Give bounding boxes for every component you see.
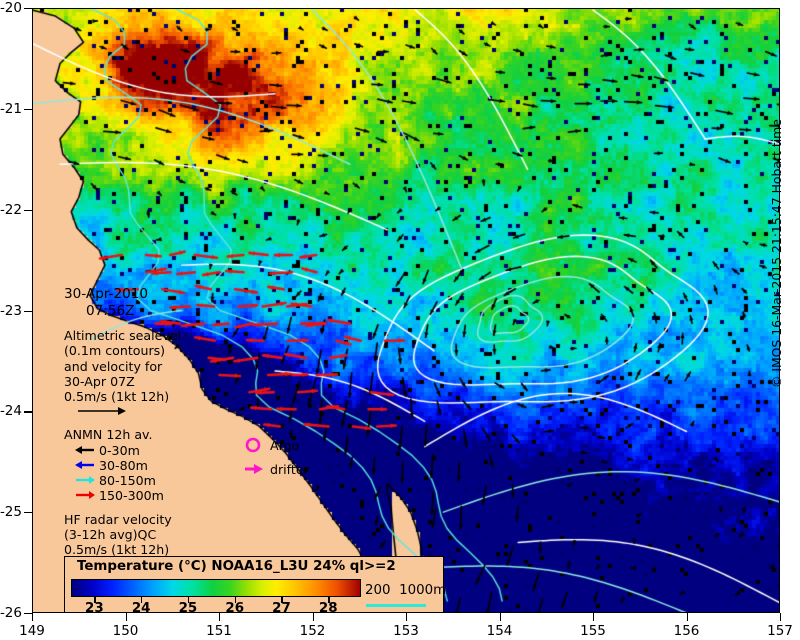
drifter-arrow-icon	[242, 460, 268, 478]
anmn-legend-item-1: 30-80m	[74, 458, 249, 473]
x-axis-label: 150	[112, 623, 139, 639]
temperature-colorbar	[71, 579, 361, 597]
marker-legend-label-argo: Argo	[270, 437, 300, 453]
y-axis-tick	[24, 209, 32, 211]
colorbar-title: Temperature (°C) NOAA16_L3U 24% ql>=2	[77, 559, 396, 574]
marker-legend-item-drifter: drifter	[242, 457, 309, 481]
anmn-legend-label-1: 30-80m	[99, 457, 148, 473]
annotation-description: Altimetric sealevel (0.1m contours) and …	[64, 328, 182, 405]
y-axis-label: -26	[0, 605, 22, 621]
y-axis-label: -22	[0, 201, 22, 218]
x-axis-tick	[593, 613, 595, 621]
hfradar-legend-line2: (3-12h avg)QC	[64, 527, 157, 543]
anmn-arrow-0-30m-icon	[74, 444, 96, 456]
x-axis-label: 155	[580, 623, 606, 639]
anmn-legend-label-3: 150-300m	[99, 487, 164, 503]
annotation-date-line2: 07:56Z	[86, 303, 135, 319]
y-axis-tick	[24, 108, 32, 111]
y-axis-tick	[24, 411, 32, 413]
colorbar-tick	[281, 597, 283, 603]
y-axis-label: -20	[0, 0, 22, 16]
anmn-legend-label-0: 0-30m	[99, 442, 140, 458]
x-axis-label: 156	[673, 623, 700, 639]
colorbar-tick-label: 25	[178, 601, 198, 613]
colorbar-tick-label: 24	[131, 601, 151, 613]
colorbar-tick	[94, 597, 96, 603]
y-axis-tick	[24, 8, 32, 10]
annotation-date-line1: 30-Apr-2010	[64, 286, 149, 302]
x-axis-label: 149	[19, 623, 45, 639]
anmn-arrow-30-80m-icon	[74, 459, 96, 471]
x-axis-tick	[499, 613, 501, 621]
anmn-legend: ANMN 12h av. 0-30m	[64, 427, 249, 502]
y-axis-label: -21	[0, 100, 22, 117]
colorbar-tick	[141, 597, 143, 603]
y-axis-tick	[24, 613, 32, 615]
marker-legend-label-drifter: drifter	[270, 461, 309, 477]
colorbar-tick-label: 28	[318, 601, 338, 613]
hfradar-legend-title: HF radar velocity	[64, 511, 172, 527]
hfradar-legend: HF radar velocity (3-12h avg)QC 0.5m/s (…	[64, 511, 249, 573]
hfradar-legend-line3: 0.5m/s (1kt 12h)	[64, 542, 170, 558]
annotation-block: 30-Apr-2010 07:56Z Altimetric sealevel (…	[64, 286, 249, 573]
x-axis-tick	[406, 613, 408, 621]
anmn-legend-item-2: 80-150m	[74, 473, 249, 488]
x-axis-tick	[312, 613, 314, 621]
y-axis-label: -23	[0, 302, 22, 319]
colorbar-tick-label: 23	[85, 601, 104, 613]
map-plot-area[interactable]: 30-Apr-2010 07:56Z Altimetric sealevel (…	[32, 8, 780, 613]
x-axis-tick	[686, 613, 688, 621]
anmn-arrow-150-300m-icon	[74, 489, 96, 501]
anmn-arrow-80-150m-icon	[74, 474, 96, 486]
anmn-legend-title: ANMN 12h av.	[64, 427, 153, 443]
colorbar-tick	[328, 597, 330, 603]
vector-overlay-layer	[32, 8, 780, 613]
x-axis-label: 153	[393, 623, 419, 639]
x-axis-label: 152	[299, 623, 326, 639]
bathymetry-legend-line	[366, 604, 426, 607]
colorbar-tick	[187, 597, 190, 603]
x-axis-tick	[780, 613, 782, 621]
colorbar-tick-label: 26	[225, 601, 245, 613]
anmn-legend-item-3: 150-300m	[74, 488, 249, 503]
colorbar-tick	[234, 597, 236, 603]
marker-legend-item-argo: Argo	[242, 433, 309, 457]
x-axis-tick	[219, 613, 221, 621]
y-axis-label: -25	[0, 504, 22, 521]
y-axis-label: -24	[0, 403, 22, 420]
copyright-credit: © IMOS 16-Mar-2015 21:15:47 Hobart time	[769, 119, 784, 388]
x-axis-label: 151	[206, 623, 232, 639]
altimetry-scale-arrow	[76, 404, 249, 418]
x-axis-tick	[32, 613, 34, 621]
marker-legend: Argo drifter	[242, 433, 309, 481]
argo-circle-icon	[242, 436, 268, 454]
anmn-legend-item-0: 0-30m	[74, 443, 249, 458]
x-axis-tick	[125, 613, 127, 621]
colorbar-panel: Temperature (°C) NOAA16_L3U 24% ql>=2 23…	[64, 556, 447, 613]
colorbar-tick-label: 27	[272, 601, 291, 613]
y-axis-tick	[24, 512, 32, 514]
y-axis-tick	[24, 310, 32, 312]
bathymetry-legend-label: 200 1000m	[365, 583, 447, 598]
anmn-legend-label-2: 80-150m	[99, 472, 156, 488]
x-axis-label: 157	[767, 623, 793, 639]
x-axis-label: 154	[486, 623, 513, 639]
